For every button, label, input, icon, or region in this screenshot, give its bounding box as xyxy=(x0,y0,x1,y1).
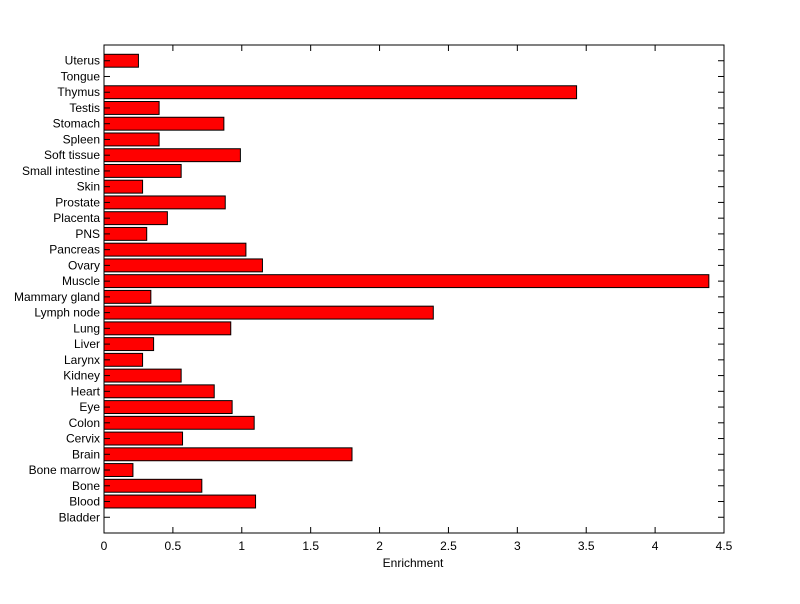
bars-group xyxy=(103,53,710,509)
bar-blood xyxy=(103,494,257,509)
bar-eye xyxy=(103,400,233,415)
y-tick-label-brain: Brain xyxy=(72,447,100,461)
bar-liver xyxy=(103,337,155,352)
x-tick-label-0: 0 xyxy=(101,539,108,553)
bar-muscle xyxy=(103,274,710,289)
bar-spleen xyxy=(103,132,160,147)
y-tick-label-spleen: Spleen xyxy=(63,132,100,146)
bar-ovary xyxy=(103,258,263,273)
y-tick-label-pns: PNS xyxy=(75,227,100,241)
bar-brain xyxy=(103,447,353,462)
bar-soft-tissue xyxy=(103,148,241,163)
y-tick-label-prostate: Prostate xyxy=(55,195,100,209)
y-tick-label-skin: Skin xyxy=(77,180,100,194)
y-tick-label-testis: Testis xyxy=(69,101,100,115)
x-axis-label: Enrichment xyxy=(383,556,444,570)
bar-prostate xyxy=(103,195,226,210)
bar-stomach xyxy=(103,116,225,131)
bar-pns xyxy=(103,226,148,241)
y-tick-label-small-intestine: Small intestine xyxy=(22,164,100,178)
bar-kidney xyxy=(103,368,182,383)
bar-lymph-node xyxy=(103,305,434,320)
y-tick-label-tongue: Tongue xyxy=(61,69,101,83)
y-tick-label-bladder: Bladder xyxy=(59,510,100,524)
x-tick-label-7: 3.5 xyxy=(578,539,595,553)
bar-lung xyxy=(103,321,232,336)
bar-cervix xyxy=(103,431,184,446)
plot-area-frame xyxy=(103,44,725,534)
bar-bone xyxy=(103,478,203,493)
bar-mammary-gland xyxy=(103,289,152,304)
bar-pancreas xyxy=(103,242,247,257)
x-tick-label-9: 4.5 xyxy=(716,539,733,553)
bar-heart xyxy=(103,384,215,399)
y-tick-label-bone-marrow: Bone marrow xyxy=(29,463,101,477)
y-tick-label-mammary-gland: Mammary gland xyxy=(14,290,100,304)
y-tick-label-stomach: Stomach xyxy=(53,117,100,131)
ticks-group xyxy=(103,45,725,533)
x-tick-label-3: 1.5 xyxy=(302,539,319,553)
bar-colon xyxy=(103,415,255,430)
y-tick-label-colon: Colon xyxy=(69,416,100,430)
x-tick-label-5: 2.5 xyxy=(440,539,457,553)
bar-testis xyxy=(103,101,160,115)
x-tick-label-6: 3 xyxy=(514,539,521,553)
x-tick-label-8: 4 xyxy=(652,539,659,553)
y-tick-label-larynx: Larynx xyxy=(64,353,100,367)
x-tick-label-1: 0.5 xyxy=(165,539,182,553)
y-tick-label-lymph-node: Lymph node xyxy=(34,306,100,320)
y-tick-label-heart: Heart xyxy=(71,384,101,398)
y-tick-label-ovary: Ovary xyxy=(68,258,100,272)
y-tick-label-uterus: Uterus xyxy=(65,54,100,68)
bar-placenta xyxy=(103,211,168,226)
y-tick-label-blood: Blood xyxy=(69,495,100,509)
y-tick-label-pancreas: Pancreas xyxy=(49,243,100,257)
bar-small-intestine xyxy=(103,163,182,178)
y-tick-label-eye: Eye xyxy=(79,400,100,414)
bar-thymus xyxy=(103,85,578,100)
y-tick-label-lung: Lung xyxy=(73,321,100,335)
y-tick-label-bone: Bone xyxy=(72,479,100,493)
y-tick-label-kidney: Kidney xyxy=(63,369,100,383)
y-tick-label-cervix: Cervix xyxy=(66,432,100,446)
y-tick-label-placenta: Placenta xyxy=(53,211,100,225)
x-tick-label-4: 2 xyxy=(376,539,383,553)
y-tick-label-thymus: Thymus xyxy=(57,85,100,99)
y-tick-label-liver: Liver xyxy=(74,337,100,351)
x-tick-label-2: 1 xyxy=(238,539,245,553)
y-tick-label-muscle: Muscle xyxy=(62,274,100,288)
y-tick-label-soft-tissue: Soft tissue xyxy=(44,148,100,162)
